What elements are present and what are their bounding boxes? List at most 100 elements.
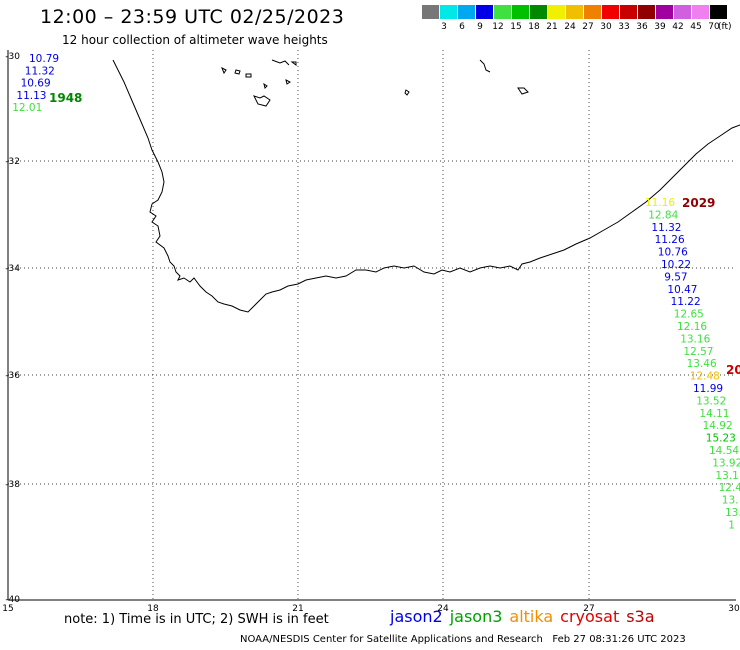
swh-value: 12.84 — [648, 209, 678, 221]
swh-value: 15.23 — [706, 433, 736, 445]
grid — [8, 50, 736, 600]
scale-swatch — [692, 5, 709, 19]
scale-label: 36 — [636, 22, 648, 32]
lat-label: -32 — [5, 157, 20, 167]
swh-value: 12.48 — [690, 371, 720, 383]
scale-swatch — [566, 5, 583, 19]
scale-label: 18 — [528, 22, 540, 32]
swh-value: 1 — [728, 519, 735, 531]
scale-label: 39 — [654, 22, 666, 32]
scale-label: 33 — [618, 22, 630, 32]
swh-value: 13.92 — [712, 457, 740, 469]
lat-label: -30 — [5, 52, 20, 62]
west-track-time-label: 1948 — [49, 91, 82, 105]
scale-label: 24 — [564, 22, 576, 32]
swh-value: 12.65 — [674, 309, 704, 321]
swh-value: 11.99 — [693, 383, 723, 395]
lat-label: -40 — [5, 595, 20, 605]
swh-value: 10.76 — [658, 247, 688, 259]
scale-unit: (ft) — [718, 22, 732, 32]
scale-label: 27 — [582, 22, 594, 32]
legend-item: jason2 — [390, 607, 443, 626]
swh-value: 14.54 — [709, 445, 739, 457]
lat-axis: -30 -32 -34 -36 -38 -40 — [5, 52, 20, 605]
scale-label: 45 — [690, 22, 702, 32]
swh-value: 14.11 — [699, 408, 729, 420]
lon-label: 15 — [2, 604, 13, 614]
lat-label: -34 — [5, 264, 20, 274]
swh-value: 9.57 — [664, 271, 687, 283]
swh-value: 10.79 — [29, 53, 59, 65]
legend-item: jason3 — [449, 607, 503, 626]
lat-label: -38 — [5, 480, 20, 490]
east-track-time-label: 2029 — [682, 196, 715, 210]
swh-value: 13. — [722, 495, 739, 507]
lon-label: 18 — [147, 604, 159, 614]
footnote: note: 1) Time is in UTC; 2) SWH is in fe… — [64, 612, 329, 627]
scale-swatch — [494, 5, 511, 19]
scale-swatch — [548, 5, 565, 19]
page-subtitle: 12 hour collection of altimeter wave hei… — [62, 33, 328, 47]
scale-swatch — [440, 5, 457, 19]
legend-item: altika — [509, 607, 554, 626]
color-scale: 3 6 9 12 15 18 21 24 27 30 33 36 39 42 45 70 (ft) — [422, 5, 738, 35]
page-title: 12:00 – 23:59 UTC 02/25/2023 — [40, 6, 345, 28]
scale-label: 15 — [510, 22, 522, 32]
east-track-values: 11.1612.8411.3211.2610.7610.229.5710.471… — [645, 197, 740, 531]
scale-swatch — [512, 5, 529, 19]
scale-label: 6 — [459, 22, 465, 32]
swh-value: 11.32 — [25, 65, 55, 77]
swh-value: 13.46 — [687, 358, 717, 370]
scale-label: 30 — [600, 22, 612, 32]
scale-label: 70 — [708, 22, 720, 32]
credit-text: NOAA/NESDIS Center for Satellite Applica… — [240, 634, 543, 645]
scale-swatch — [530, 5, 547, 19]
swh-value: 10.69 — [21, 78, 51, 90]
swh-value: 10.47 — [667, 284, 697, 296]
lat-label: -36 — [5, 371, 20, 381]
scale-label: 21 — [546, 22, 558, 32]
swh-value: 11.13 — [16, 90, 46, 102]
lon-label: 24 — [437, 604, 449, 614]
swh-value: 12.57 — [683, 346, 713, 358]
swh-value: 14.92 — [703, 420, 733, 432]
swh-value: 13. — [725, 507, 740, 519]
scale-swatch — [656, 5, 673, 19]
swh-value: 11.32 — [651, 222, 681, 234]
satellite-legend: jason2 jason3 altika cryosat s3a — [390, 607, 662, 626]
legend-item: s3a — [626, 607, 655, 626]
scale-swatch — [620, 5, 637, 19]
swh-value: 12.01 — [12, 102, 42, 114]
scale-label: 9 — [477, 22, 483, 32]
scale-swatch — [422, 5, 439, 19]
scale-swatch — [584, 5, 601, 19]
swh-value: 12.4 — [719, 482, 740, 494]
coastline — [112, 59, 740, 313]
swh-value: 11.22 — [671, 296, 701, 308]
scale-swatch — [710, 5, 727, 19]
scale-swatch — [674, 5, 691, 19]
legend-item: cryosat — [560, 607, 620, 626]
scale-swatch — [602, 5, 619, 19]
lon-label: 21 — [292, 604, 303, 614]
lon-axis: 15 18 21 24 27 30 — [2, 604, 740, 614]
swh-value: 11.26 — [655, 234, 685, 246]
credit-line: NOAA/NESDIS Center for Satellite Applica… — [240, 634, 686, 645]
scale-label: 12 — [492, 22, 504, 32]
swh-value: 12.16 — [677, 321, 707, 333]
timestamp: Feb 27 08:31:26 UTC 2023 — [552, 634, 686, 645]
map-frame — [7, 50, 736, 601]
scale-swatch — [638, 5, 655, 19]
inland-features — [221, 59, 529, 107]
lon-label: 30 — [728, 604, 740, 614]
swh-value: 13.1 — [715, 470, 738, 482]
swh-value: 13.52 — [696, 395, 726, 407]
east-track-time-label-2: 20 — [726, 363, 740, 377]
scale-swatch — [458, 5, 475, 19]
swh-value: 11.16 — [645, 197, 675, 209]
scale-label: 3 — [441, 22, 447, 32]
lon-label: 27 — [583, 604, 594, 614]
swh-value: 13.16 — [680, 333, 710, 345]
